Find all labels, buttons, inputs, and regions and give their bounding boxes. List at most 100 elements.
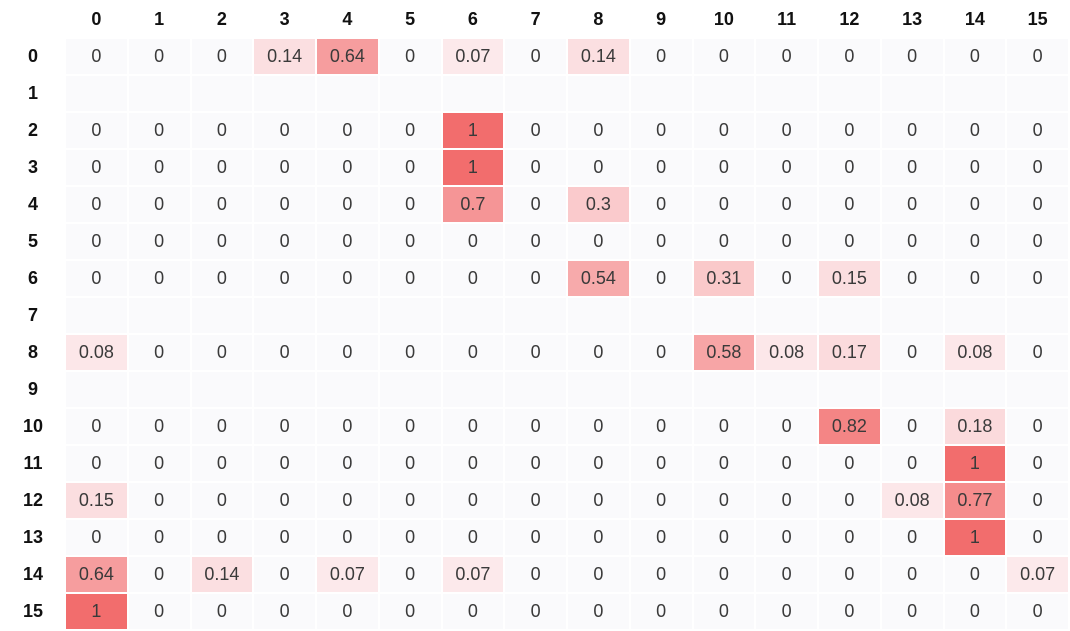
empty-cell: [379, 372, 441, 407]
table-row: 9: [2, 372, 1068, 407]
empty-cell: [442, 372, 504, 407]
heatmap-cell: 0: [191, 261, 253, 296]
empty-cell: [442, 76, 504, 111]
column-header-12: 12: [819, 2, 880, 37]
table-row: 1: [2, 76, 1068, 111]
heatmap-cell: 0: [1007, 187, 1068, 222]
table-row: 14 0.64 0 0.14 0 0.07 0 0.07 0 0 0 0 0 0 0 0 0.07: [2, 557, 1068, 592]
column-header-11: 11: [756, 2, 817, 37]
empty-cell: [317, 372, 378, 407]
heatmap-cell: 1: [442, 113, 504, 148]
heatmap-cell: 0: [128, 261, 190, 296]
heatmap-cell: 0: [379, 113, 441, 148]
column-header-7: 7: [505, 2, 566, 37]
heatmap-cell: 0: [756, 150, 817, 185]
row-header-9: 9: [2, 372, 64, 407]
heatmap-cell: 0.14: [191, 557, 253, 592]
heatmap-cell: 0: [1007, 446, 1068, 481]
table-row: 7: [2, 298, 1068, 333]
heatmap-cell: 0: [568, 594, 629, 629]
column-header-row-group: 0 1 2 3 4 5 6 7 8 9 10 11 12 13 14 15: [2, 2, 1068, 37]
heatmap-cell: 0: [442, 224, 504, 259]
heatmap-cell: 0: [1007, 113, 1068, 148]
heatmap-cell: 0: [191, 187, 253, 222]
heatmap-cell: 0: [66, 409, 127, 444]
heatmap-cell: 0: [191, 483, 253, 518]
heatmap-cell: 0: [756, 557, 817, 592]
empty-cell: [881, 298, 943, 333]
empty-cell: [944, 372, 1006, 407]
column-header-1: 1: [128, 2, 190, 37]
heatmap-cell: 0: [379, 409, 441, 444]
empty-cell: [568, 76, 629, 111]
row-header-6: 6: [2, 261, 64, 296]
heatmap-cell: 0: [379, 557, 441, 592]
heatmap-cell: 0.08: [66, 335, 127, 370]
column-header-10: 10: [693, 2, 755, 37]
heatmap-cell: 0: [128, 520, 190, 555]
heatmap-cell: 0: [944, 39, 1006, 74]
heatmap-cell: 0: [693, 113, 755, 148]
heatmap-cell: 0: [881, 446, 943, 481]
heatmap-cell: 0: [66, 150, 127, 185]
heatmap-cell: 0: [944, 261, 1006, 296]
heatmap-cell: 0: [254, 520, 315, 555]
heatmap-cell: 1: [944, 446, 1006, 481]
heatmap-cell: 0: [1007, 335, 1068, 370]
heatmap-cell: 0: [254, 113, 315, 148]
heatmap-cell: 0: [254, 150, 315, 185]
heatmap-cell: 0: [630, 446, 692, 481]
heatmap-cell: 0: [505, 224, 566, 259]
heatmap-cell: 0: [442, 261, 504, 296]
heatmap-cell: 0.31: [693, 261, 755, 296]
empty-cell: [317, 76, 378, 111]
heatmap-cell: 0: [693, 150, 755, 185]
heatmap-cell: 0: [819, 187, 880, 222]
heatmap-cell: 0.64: [66, 557, 127, 592]
table-row: 0 0 0 0 0.14 0.64 0 0.07 0 0.14 0 0 0 0 0 0 0: [2, 39, 1068, 74]
empty-cell: [881, 372, 943, 407]
heatmap-cell: 0: [128, 409, 190, 444]
heatmap-cell: 0: [317, 150, 378, 185]
heatmap-cell: 0: [317, 520, 378, 555]
column-header-13: 13: [881, 2, 943, 37]
heatmap-cell: 0: [442, 446, 504, 481]
empty-cell: [191, 298, 253, 333]
heatmap-cell: 0: [1007, 224, 1068, 259]
heatmap-cell: 0: [881, 113, 943, 148]
heatmap-cell: 0: [191, 224, 253, 259]
heatmap-cell: 0: [693, 520, 755, 555]
empty-cell: [254, 298, 315, 333]
heatmap-cell: 0: [693, 409, 755, 444]
heatmap-cell: 0: [568, 483, 629, 518]
heatmap-cell: 0: [505, 446, 566, 481]
table-row: 4 0 0 0 0 0 0 0.7 0 0.3 0 0 0 0 0 0 0: [2, 187, 1068, 222]
empty-cell: [756, 76, 817, 111]
heatmap-cell: 0: [317, 113, 378, 148]
empty-cell: [1007, 76, 1068, 111]
heatmap-cell: 0: [317, 594, 378, 629]
heatmap-cell: 0: [1007, 409, 1068, 444]
heatmap-cell: 0: [254, 261, 315, 296]
heatmap-cell: 0: [254, 409, 315, 444]
heatmap-cell: 1: [944, 520, 1006, 555]
heatmap-cell: 0: [379, 594, 441, 629]
heatmap-cell: 0: [128, 483, 190, 518]
row-header-10: 10: [2, 409, 64, 444]
empty-cell: [128, 298, 190, 333]
heatmap-cell: 0: [128, 150, 190, 185]
heatmap-cell: 0: [379, 335, 441, 370]
heatmap-cell: 0: [1007, 39, 1068, 74]
heatmap-cell: 0: [66, 446, 127, 481]
empty-cell: [944, 298, 1006, 333]
heatmap-cell: 0: [1007, 261, 1068, 296]
empty-cell: [819, 298, 880, 333]
heatmap-cell: 0: [191, 594, 253, 629]
heatmap-cell: 0: [819, 594, 880, 629]
empty-cell: [693, 298, 755, 333]
heatmap-cell: 0: [317, 483, 378, 518]
heatmap-cell: 0: [568, 520, 629, 555]
heatmap-cell: 0: [630, 483, 692, 518]
heatmap-cell: 0.07: [317, 557, 378, 592]
